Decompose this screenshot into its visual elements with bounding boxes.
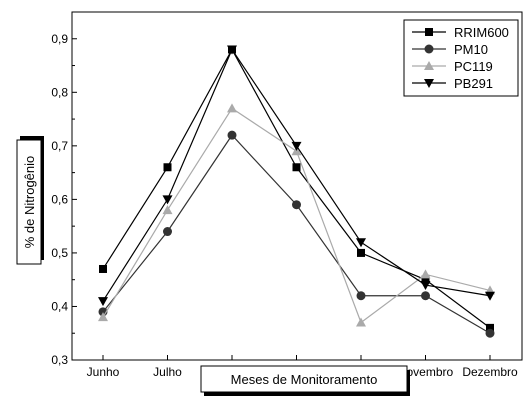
x-axis-label-group: Meses de Monitoramento [200, 365, 410, 396]
series-line [102, 107, 491, 324]
legend-label: RRIM600 [454, 25, 509, 40]
series-pb291 [98, 45, 495, 307]
legend-label: PM10 [454, 42, 488, 57]
series-layer [98, 45, 495, 338]
legend: RRIM600 PM10 PC119 PB291 [403, 19, 519, 97]
x-axis-label: Meses de Monitoramento [231, 372, 378, 387]
y-tick-label: 0,9 [51, 32, 68, 46]
legend-item: PB291 [412, 76, 493, 91]
y-tick-label: 0,5 [51, 246, 68, 260]
data-point [420, 269, 431, 279]
data-point [356, 291, 366, 301]
y-tick-label: 0,4 [51, 299, 68, 313]
series-pc119 [98, 103, 495, 327]
y-axis-label-box [16, 139, 42, 265]
data-point [421, 275, 430, 284]
legend-label: PB291 [454, 76, 493, 91]
data-point [420, 281, 431, 291]
y-axis-label: % de Nitrogênio [22, 156, 37, 249]
y-tick-label: 0,3 [51, 353, 68, 367]
data-point [227, 45, 237, 55]
legend-item: RRIM600 [412, 25, 509, 40]
legend-marker [424, 44, 434, 54]
data-point [357, 248, 365, 257]
data-point [162, 205, 173, 215]
y-tick-label: 0,7 [51, 139, 68, 153]
data-point [99, 264, 107, 273]
data-point [163, 227, 172, 237]
data-point [163, 163, 172, 172]
data-point [98, 312, 108, 322]
legend-item: PM10 [412, 42, 488, 57]
data-point [292, 200, 301, 210]
x-tick-label: Dezembro [462, 365, 518, 379]
data-point [485, 328, 495, 338]
data-point [356, 317, 366, 327]
y-tick-label: 0,6 [51, 192, 68, 206]
legend-item: PC119 [412, 59, 493, 74]
data-point [485, 291, 495, 301]
y-axis: 0,3 0,4 0,5 0,6 0,7 0,8 0,9 [51, 32, 77, 367]
legend-label: PC119 [454, 59, 493, 74]
series-pm10 [98, 130, 495, 338]
legend-marker [425, 28, 433, 36]
legend-marker [424, 61, 434, 70]
y-tick-label: 0,8 [51, 85, 68, 99]
data-point [292, 163, 301, 172]
data-point [486, 323, 494, 332]
x-tick-label: Novembro [398, 365, 454, 379]
data-point [162, 195, 173, 205]
data-point [227, 130, 237, 140]
data-point [356, 238, 366, 248]
data-point [421, 291, 430, 301]
y-axis-label-group: % de Nitrogênio [16, 136, 44, 265]
legend-marker [424, 79, 434, 88]
x-axis-label-box [200, 365, 408, 393]
x-tick-label: Julho [153, 365, 182, 379]
data-point [291, 141, 302, 151]
x-tick-label: Junho [87, 365, 120, 379]
data-point [98, 297, 108, 307]
data-point [227, 103, 237, 113]
